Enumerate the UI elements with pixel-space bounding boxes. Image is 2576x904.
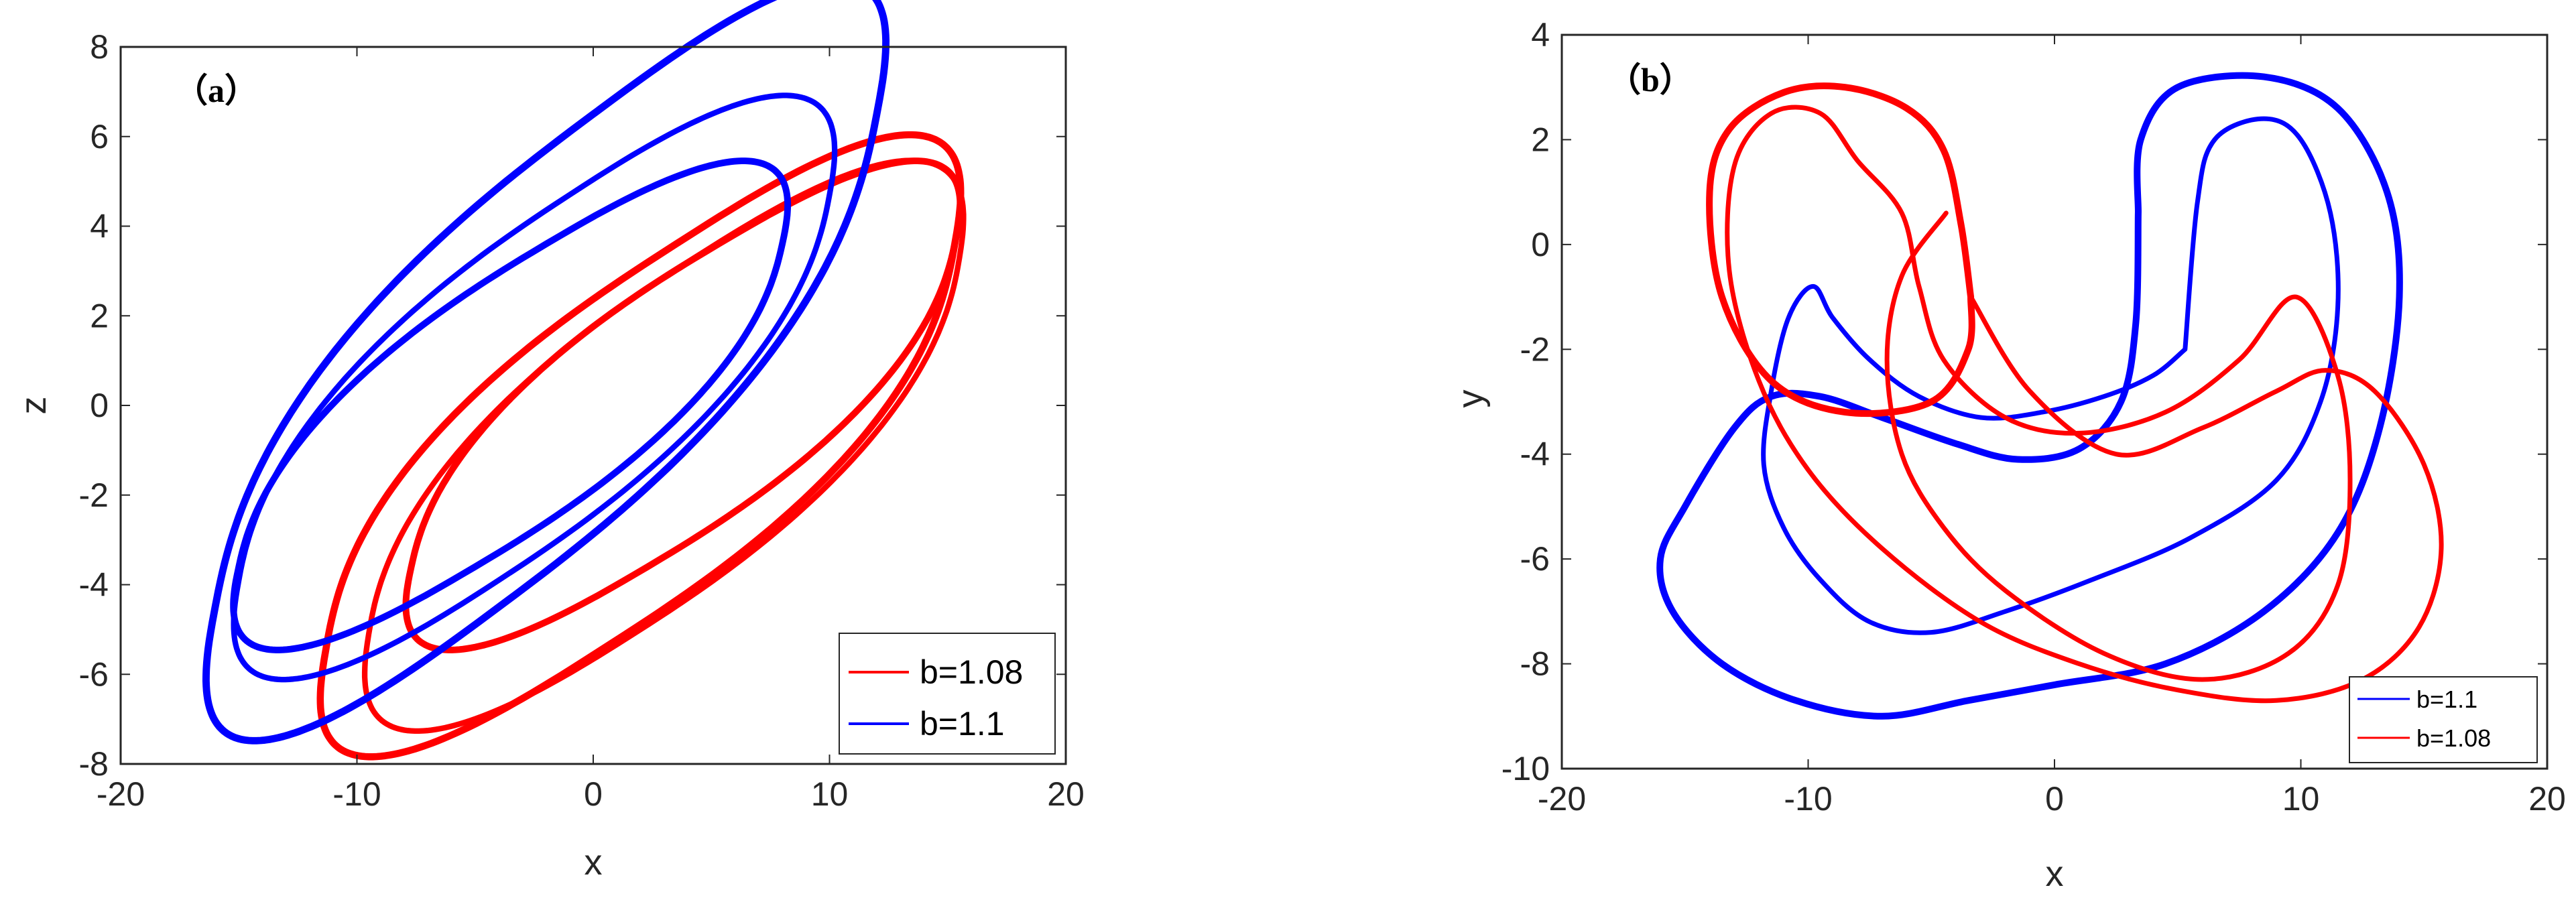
y-tick-label: -6 <box>1520 540 1550 578</box>
y-tick-label: 2 <box>90 297 109 334</box>
panel-a-trajectories <box>202 0 967 761</box>
y-tick-label: 0 <box>90 387 109 424</box>
y-tick-label: -8 <box>79 745 109 783</box>
x-tick-label: -10 <box>1784 780 1832 818</box>
y-tick-label: 8 <box>90 28 109 66</box>
x-tick-label: -20 <box>97 775 145 813</box>
panel-a-legend: b=1.08 b=1.1 <box>839 633 1056 755</box>
x-tick-label: -20 <box>1538 780 1586 818</box>
panel-a-xlabel: x <box>585 842 603 883</box>
panel-a-legend-box <box>839 633 1056 755</box>
panel-b-legend-box <box>2349 676 2538 763</box>
y-tick-label: 6 <box>90 118 109 155</box>
trajectory-loop <box>231 92 838 683</box>
series-b-1-1 <box>1656 72 2403 720</box>
y-tick-label: -10 <box>1501 750 1550 787</box>
y-tick-label: -4 <box>79 566 109 604</box>
panel-b-axes-frame <box>1560 34 2549 770</box>
x-tick-label: -10 <box>332 775 381 813</box>
x-tick-label: 10 <box>2282 780 2320 818</box>
trajectory-path <box>1761 116 2341 635</box>
series-b-1-1 <box>202 0 890 745</box>
x-tick-label: 10 <box>811 775 849 813</box>
y-tick-label: -2 <box>1520 330 1550 368</box>
x-tick-label: 20 <box>2528 780 2566 818</box>
y-tick-label: -8 <box>1520 645 1550 683</box>
panel-b-xlabel: x <box>2046 854 2064 894</box>
series-b-1-08 <box>1706 82 2444 704</box>
panel-b-trajectories <box>1656 72 2444 720</box>
trajectory-path <box>1725 105 2444 704</box>
y-tick-label: -6 <box>79 655 109 693</box>
x-tick-label: 20 <box>1047 775 1085 813</box>
trajectory-path <box>1706 82 1975 417</box>
x-tick-label: 0 <box>584 775 603 813</box>
legend-label-b108: b=1.08 <box>2416 724 2491 752</box>
panel-b-label: （b） <box>1607 61 1693 99</box>
trajectory-loop <box>402 157 964 653</box>
trajectory-loop <box>316 131 965 761</box>
legend-label-b11: b=1.1 <box>2416 686 2477 713</box>
y-tick-label: -4 <box>1520 436 1550 473</box>
panel-a-label: （a） <box>174 72 258 109</box>
y-tick-label: 4 <box>90 208 109 245</box>
legend-label-b108: b=1.08 <box>920 653 1023 691</box>
panel-b-ylabel: y <box>1451 390 1491 408</box>
y-tick-label: 0 <box>1531 226 1550 263</box>
y-tick-label: -2 <box>79 476 109 514</box>
panel-a-ylabel: z <box>13 397 54 415</box>
panel-b-legend: b=1.1 b=1.08 <box>2349 676 2538 763</box>
x-tick-label: 0 <box>2045 780 2064 818</box>
y-tick-label: 2 <box>1531 121 1550 158</box>
y-tick-label: 4 <box>1531 16 1550 54</box>
trajectory-path <box>1656 72 2403 720</box>
trajectory-loop <box>202 0 890 745</box>
legend-label-b11: b=1.1 <box>920 705 1005 742</box>
